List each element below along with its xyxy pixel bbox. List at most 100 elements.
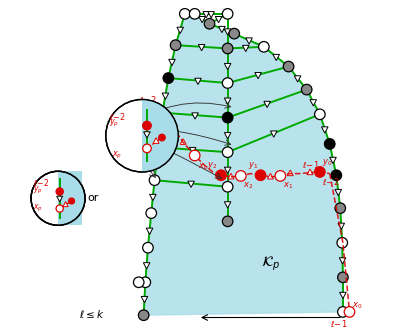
Polygon shape [335,189,342,196]
Wedge shape [58,171,85,225]
Polygon shape [225,132,231,139]
Circle shape [189,150,200,161]
Polygon shape [225,29,231,35]
Text: $T_{k-1}$: $T_{k-1}$ [106,119,133,133]
Circle shape [314,167,325,177]
Circle shape [133,277,144,288]
Text: or: or [88,193,99,203]
Polygon shape [287,170,293,176]
Circle shape [149,175,160,186]
Polygon shape [294,76,301,82]
Polygon shape [339,258,346,264]
Circle shape [337,237,348,248]
Polygon shape [198,44,205,51]
Text: $\mathcal{K}_p$: $\mathcal{K}_p$ [261,255,280,273]
Polygon shape [340,239,346,245]
Polygon shape [330,157,336,164]
Circle shape [179,9,190,19]
Polygon shape [225,98,231,104]
Polygon shape [340,292,346,298]
Polygon shape [157,127,164,134]
Text: $y_p$: $y_p$ [146,109,157,120]
Circle shape [301,84,312,95]
Circle shape [223,112,233,123]
Polygon shape [195,78,201,85]
Circle shape [143,144,151,153]
Circle shape [152,142,163,152]
Text: $x_p$: $x_p$ [112,150,123,161]
Circle shape [335,203,346,213]
Polygon shape [228,173,234,179]
Wedge shape [142,100,178,172]
Circle shape [163,73,173,83]
Circle shape [331,170,342,181]
Polygon shape [225,167,231,173]
Polygon shape [225,63,231,70]
Text: $x_p$: $x_p$ [198,162,209,173]
Circle shape [157,107,168,118]
Text: $x_0$: $x_0$ [352,300,362,310]
Text: $\ell\!-\!2$: $\ell\!-\!2$ [139,94,157,105]
Polygon shape [169,59,175,66]
FancyBboxPatch shape [58,171,82,225]
Polygon shape [215,17,222,23]
Text: $y_0$: $y_0$ [322,157,333,168]
Polygon shape [144,14,343,315]
Circle shape [143,242,153,253]
Polygon shape [307,169,313,175]
Circle shape [223,182,233,192]
Polygon shape [225,202,231,208]
Polygon shape [180,139,186,144]
Circle shape [138,310,149,320]
Polygon shape [143,263,150,269]
Circle shape [159,134,165,141]
Text: $\ell\!-\!1$: $\ell\!-\!1$ [302,159,319,170]
Text: $\ell\!-\!2$: $\ell\!-\!2$ [33,177,49,188]
Circle shape [255,170,266,181]
Circle shape [56,188,63,195]
Circle shape [344,307,355,317]
Circle shape [275,171,286,181]
Polygon shape [63,202,68,207]
Circle shape [170,40,181,50]
Circle shape [146,208,156,218]
Circle shape [204,19,215,29]
Polygon shape [57,196,63,202]
Circle shape [56,205,63,212]
Polygon shape [150,194,156,201]
Polygon shape [208,12,215,18]
Circle shape [338,272,348,283]
Polygon shape [153,138,159,143]
Polygon shape [338,223,345,229]
Circle shape [157,107,168,118]
Polygon shape [192,113,198,119]
Polygon shape [177,27,183,34]
Text: $y_1$: $y_1$ [248,160,258,171]
Circle shape [236,171,246,181]
Circle shape [223,78,233,88]
Circle shape [324,139,335,149]
Polygon shape [264,101,270,108]
Circle shape [216,170,227,181]
Polygon shape [246,38,252,44]
Polygon shape [189,147,196,154]
Polygon shape [146,228,153,234]
Text: $x_2$: $x_2$ [244,181,254,191]
Circle shape [106,100,178,172]
Polygon shape [141,296,148,303]
Circle shape [69,198,74,204]
Circle shape [283,61,294,72]
Circle shape [338,307,348,317]
Polygon shape [144,132,150,138]
Circle shape [223,147,233,157]
Circle shape [223,9,233,19]
Polygon shape [242,45,249,51]
Polygon shape [199,17,206,23]
Polygon shape [273,54,280,61]
Circle shape [229,28,240,39]
Circle shape [223,43,233,54]
Circle shape [259,42,269,52]
Polygon shape [188,181,194,188]
Text: $\ell\!-\!2$: $\ell\!-\!2$ [322,176,340,187]
Polygon shape [267,173,273,179]
